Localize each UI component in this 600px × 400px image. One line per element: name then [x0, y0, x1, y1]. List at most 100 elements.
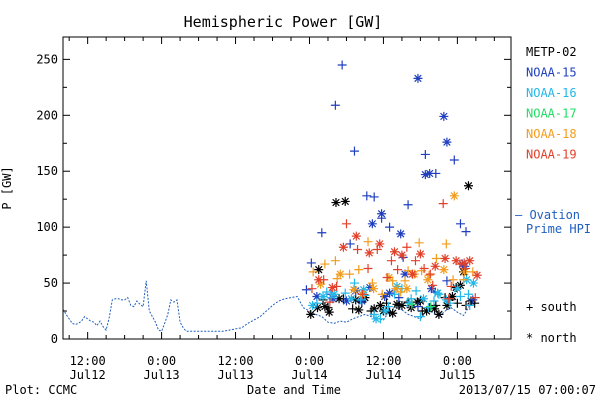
data-point-plus: [446, 281, 456, 291]
data-point-plus: [459, 275, 469, 285]
data-point-star: [357, 296, 367, 306]
data-point-plus: [460, 264, 470, 274]
data-point-plus: [426, 302, 436, 312]
data-point-plus: [357, 289, 367, 299]
data-point-plus: [390, 289, 400, 299]
x-tick-time: 12:00: [217, 354, 253, 368]
data-point-star: [396, 229, 406, 239]
data-point-star: [463, 181, 473, 191]
data-point-plus: [442, 276, 452, 286]
data-point-star: [331, 198, 341, 208]
series-noaa-19-plus: [307, 199, 480, 307]
data-point-star: [460, 261, 470, 271]
data-point-plus: [448, 275, 458, 285]
data-point-plus: [431, 253, 441, 263]
x-tick-day: Jul12: [70, 368, 106, 382]
data-point-star: [391, 284, 401, 294]
x-axis-ticks: 12:00Jul120:00Jul1312:00Jul130:00Jul1412…: [68, 37, 495, 382]
legend-item: NOAA-16: [526, 86, 577, 100]
data-point-star: [388, 308, 398, 318]
data-point-star: [335, 269, 345, 279]
data-point-star: [349, 285, 359, 295]
legend-ovation-label: — Ovation: [515, 208, 580, 222]
y-axis-label: P [GW]: [0, 166, 14, 209]
plot-frame: [62, 36, 512, 340]
y-axis-ticks: 0 50 100 150 200 250: [36, 52, 511, 346]
x-tick-day: Jul14: [291, 368, 327, 382]
data-point-plus: [465, 300, 475, 310]
data-point-star: [316, 279, 326, 289]
data-point-star: [327, 283, 337, 293]
series-noaa-15-plus: [301, 60, 478, 312]
data-point-plus: [417, 306, 427, 316]
legend-item: NOAA-19: [526, 148, 577, 162]
data-point-plus: [428, 280, 438, 290]
data-point-plus: [394, 300, 404, 310]
data-point-plus: [367, 278, 377, 288]
data-point-star: [425, 168, 435, 178]
data-point-plus: [386, 256, 396, 266]
legend-item: NOAA-17: [526, 107, 577, 121]
x-tick-time: 0:00: [147, 354, 176, 368]
marker-layer: [301, 60, 482, 324]
data-point-star: [313, 303, 323, 313]
data-point-star: [418, 294, 428, 304]
data-point-star: [314, 275, 324, 285]
legend-item: NOAA-18: [526, 127, 577, 141]
data-point-star: [430, 261, 440, 271]
footer-plot-source: Plot: CCMC: [5, 383, 77, 397]
data-point-star: [371, 314, 381, 324]
x-tick-time: 12:00: [365, 354, 401, 368]
data-point-plus: [377, 289, 387, 299]
data-point-plus: [420, 149, 430, 159]
x-tick-time: 12:00: [70, 354, 106, 368]
data-point-plus: [369, 192, 379, 202]
data-point-star: [404, 298, 414, 308]
data-point-plus: [415, 312, 425, 322]
data-point-star: [407, 269, 417, 279]
data-point-star: [439, 111, 449, 121]
data-point-star: [433, 288, 443, 298]
data-point-star: [380, 291, 390, 301]
data-point-star: [375, 300, 385, 310]
data-point-plus: [413, 302, 423, 312]
data-point-plus: [455, 219, 465, 229]
data-point-star: [412, 297, 422, 307]
x-tick-time: 0:00: [295, 354, 324, 368]
y-tick-label: 100: [36, 220, 58, 234]
data-point-plus: [463, 289, 473, 299]
data-point-plus: [308, 267, 318, 277]
x-tick-day: Jul15: [439, 368, 475, 382]
data-point-star: [369, 304, 379, 314]
data-point-star: [351, 295, 361, 305]
data-point-plus: [402, 242, 412, 252]
data-point-star: [442, 137, 452, 147]
data-point-star: [354, 305, 364, 315]
data-point-star: [434, 309, 444, 319]
data-point-plus: [349, 278, 359, 288]
data-point-plus: [407, 299, 417, 309]
data-point-star: [430, 304, 440, 314]
data-point-plus: [438, 199, 448, 209]
data-point-plus: [301, 285, 311, 295]
data-point-star: [320, 302, 330, 312]
data-point-star: [472, 270, 482, 280]
x-tick-time: 0:00: [443, 354, 472, 368]
data-point-star: [397, 250, 407, 260]
data-point-plus: [317, 228, 327, 238]
legend-north: * north: [526, 331, 577, 345]
legend: METP-02 NOAA-15 NOAA-16 NOAA-17 NOAA-18 NOAA-…: [515, 45, 591, 345]
data-point-plus: [419, 264, 429, 274]
series-noaa-18-plus: [308, 237, 478, 299]
data-point-plus: [323, 303, 333, 313]
data-point-star: [346, 294, 356, 304]
chart-title: Hemispheric Power [GW]: [184, 13, 383, 31]
data-point-plus: [340, 288, 350, 298]
data-point-star: [351, 231, 361, 241]
data-point-plus: [461, 227, 471, 237]
data-point-plus: [337, 60, 347, 70]
y-tick-label: 200: [36, 108, 58, 122]
data-point-star: [441, 295, 451, 305]
data-point-plus: [444, 294, 454, 304]
